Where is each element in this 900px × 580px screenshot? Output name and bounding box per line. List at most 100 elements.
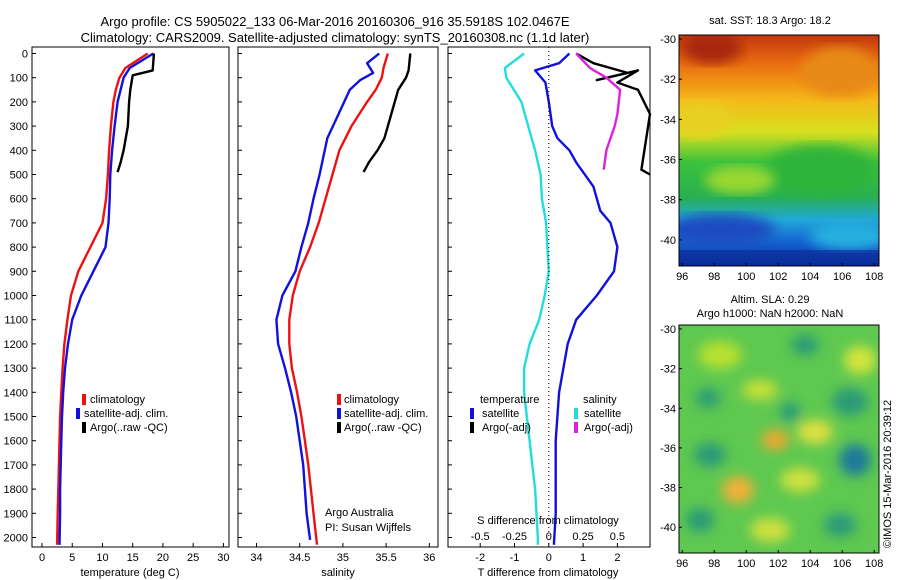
ytick-label: 400 [10,145,28,157]
legend-label-s-satellite: satellite [584,408,621,420]
ytick-label: 1900 [4,508,28,520]
map-ytick-label: -32 [660,74,676,86]
legend-label-t-argo: Argo(-adj) [482,422,531,434]
xtick-label: 34 [250,552,262,564]
ytick-label: 1000 [4,291,28,303]
ytick-label: 600 [10,194,28,206]
map-xtick-label: 104 [801,558,819,570]
map-xtick-label: 108 [865,558,883,570]
ytick-label: 1500 [4,412,28,424]
map-ytick-label: -34 [660,403,676,415]
legend-label-t-satellite: satellite [482,408,519,420]
legend-swatch-s-satellite [574,408,578,419]
credit-line1: Argo Australia [325,507,394,519]
series-line-1-1 [275,52,380,541]
difference-top-xlabel: S difference from climatology [477,515,619,527]
legend-swatch-argo [337,422,341,433]
ytick-label: 900 [10,266,28,278]
ytick-label: 300 [10,121,28,133]
x-axes: 0 5 10 15 20 25 30 34 34.5 35 35.5 36 -2 -1 0 1 2 -0.5 -0.… [39,531,625,564]
xtick-label: 0 [546,552,552,564]
sla-map-frame [678,324,880,554]
map-ytick-label: -40 [660,522,676,534]
salinity-legend: climatology satellite-adj. clim. Argo(..… [325,394,428,534]
xtick-label: 5 [69,552,75,564]
series-line-2-2 [575,52,652,176]
top-xtick-label: -0.5 [471,531,490,543]
map-xtick-label: 98 [708,558,720,570]
sst-map-axes: 96 98 100 102 104 106 108 -30 -32 -34 -36 -38 -40 [660,34,883,283]
sla-map-title-line2: Argo h1000: NaN h2000: NaN [697,308,844,320]
xtick-label: 15 [127,552,139,564]
map-xtick-label: 102 [769,558,787,570]
ytick-label: 700 [10,218,28,230]
map-ytick-label: -38 [660,483,676,495]
map-ytick-label: -34 [660,114,676,126]
legend-label-climatology: climatology [90,394,146,406]
map-xtick-label: 104 [801,271,819,283]
map-xtick-label: 98 [708,271,720,283]
ytick-label: 2000 [4,533,28,545]
legend-label-climatology: climatology [344,394,400,406]
map-xtick-label: 100 [737,271,755,283]
ytick-label: 100 [10,73,28,85]
top-xtick-label: 0.5 [610,531,625,543]
map-ytick-label: -40 [660,235,676,247]
ytick-label: 200 [10,97,28,109]
xtick-label: 20 [157,552,169,564]
salinity-xlabel: salinity [321,567,355,579]
xtick-label: 36 [423,552,435,564]
legend-head-temperature: temperature [480,394,539,406]
ytick-label: 500 [10,170,28,182]
map-ytick-label: -36 [660,443,676,455]
legend-label-s-argo: Argo(-adj) [584,422,633,434]
legend-head-salinity: salinity [583,394,617,406]
map-ytick-label: -30 [660,34,676,46]
series-line-2-3 [575,52,622,170]
xtick-label: 1 [580,552,586,564]
series-line-0-0 [55,52,149,545]
series-line-0-1 [58,52,154,545]
legend-swatch-satellite [337,408,341,419]
xtick-label: -1 [510,552,520,564]
xtick-label: 35 [337,552,349,564]
depth-axis: 0 100 200 300 400 500 600 700 800 900 1000 1100 1200… [4,49,452,545]
sla-map-title-line1: Altim. SLA: 0.29 [731,294,810,306]
difference-legend: temperature salinity satellite Argo(-adj… [470,394,633,434]
xtick-label: 25 [187,552,199,564]
map-ytick-label: -30 [660,324,676,336]
map-xtick-label: 106 [833,558,851,570]
legend-swatch-s-argo [574,422,578,433]
top-xtick-label: 0 [546,531,552,543]
ytick-label: 800 [10,242,28,254]
xtick-label: 0 [39,552,45,564]
figure-title-line1: Argo profile: CS 5905022_133 06-Mar-2016… [100,14,569,29]
ytick-label: 1600 [4,436,28,448]
ytick-label: 0 [22,49,28,61]
difference-xlabel: T difference from climatology [478,567,619,579]
series-line-0-2 [116,53,156,173]
ytick-label: 1400 [4,387,28,399]
profile-lines [55,52,652,545]
salinity-panel-frame [237,46,439,548]
xtick-label: 34.5 [289,552,310,564]
map-ytick-label: -38 [660,195,676,207]
map-ytick-label: -36 [660,155,676,167]
map-ytick-label: -32 [660,364,676,376]
map-xtick-label: 108 [865,271,883,283]
map-xtick-label: 100 [737,558,755,570]
xtick-label: 35.5 [375,552,396,564]
xtick-label: 30 [217,552,229,564]
ytick-label: 1700 [4,460,28,472]
map-xtick-label: 96 [676,558,688,570]
top-xtick-label: -0.25 [502,531,527,543]
legend-swatch-t-argo [470,422,474,433]
sla-map-axes: 96 98 100 102 104 106 108 -30 -32 -34 -36 -38 -40 [660,324,883,570]
xtick-label: -2 [475,552,485,564]
legend-swatch-climatology [337,394,341,405]
legend-label-argo: Argo(..raw -QC) [90,422,168,434]
series-line-2-1 [503,52,550,545]
map-xtick-label: 102 [769,271,787,283]
legend-label-satellite: satellite-adj. clim. [344,408,428,420]
